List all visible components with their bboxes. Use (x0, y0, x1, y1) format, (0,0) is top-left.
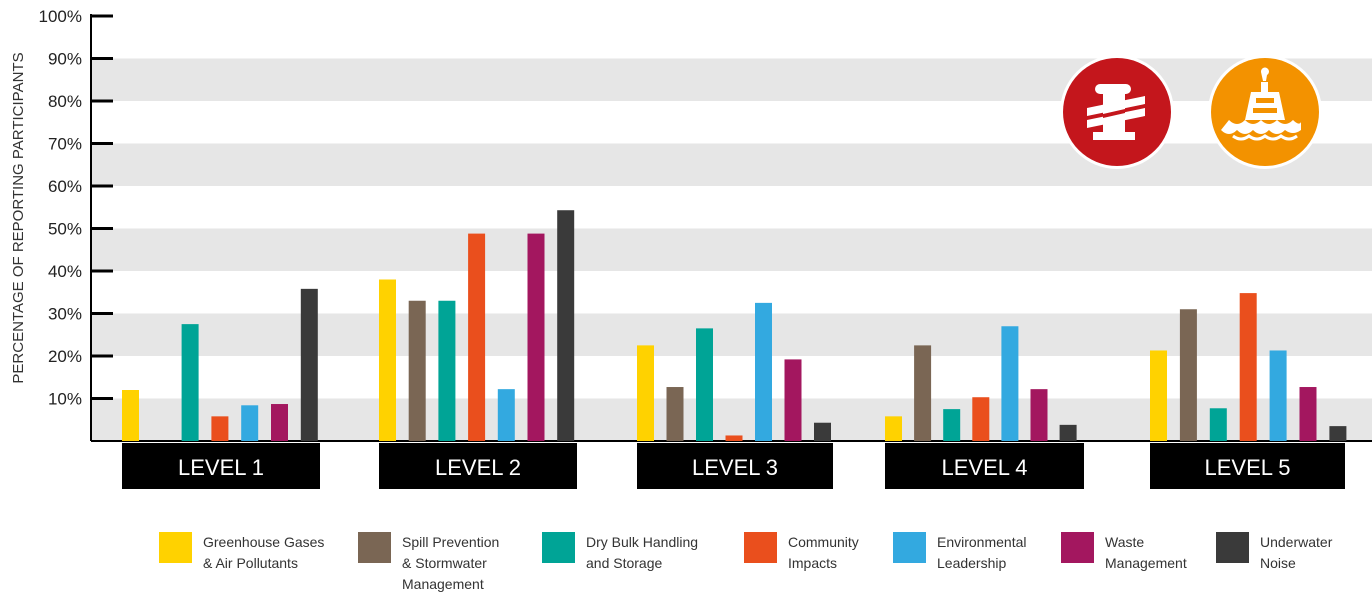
bar (1209, 408, 1227, 441)
bar-chart: 100% 90% 80% 70% 60% 50% 40% 30% 20% 10% PERCENTA… (10, 7, 1372, 489)
bar (211, 416, 229, 441)
bar (408, 300, 426, 441)
bar (1179, 309, 1197, 441)
bar (814, 422, 831, 441)
legend-swatch (1216, 532, 1249, 563)
bars (122, 210, 1347, 441)
bar (181, 324, 199, 441)
legend-item: Dry Bulk Handling and Storage (542, 532, 698, 574)
grid-band (91, 58, 1372, 101)
category-label: LEVEL 2 (435, 455, 521, 480)
buoy-icon (1208, 55, 1322, 169)
y-tick-labels: 100% 90% 80% 70% 60% 50% 40% 30% 20% 10% (39, 7, 113, 409)
category-label-box (637, 443, 833, 489)
category-label: LEVEL 1 (178, 455, 264, 480)
category-label: LEVEL 4 (941, 455, 1027, 480)
legend-item: Waste Management (1061, 532, 1187, 574)
grid-band (91, 313, 1372, 356)
bar (122, 390, 139, 441)
bar (885, 416, 902, 441)
y-tick-label: 60% (48, 177, 82, 196)
category-label-box (1150, 443, 1345, 489)
y-tick-label: 20% (48, 347, 82, 366)
legend-label: Greenhouse Gases & Air Pollutants (203, 534, 325, 571)
legend-label: Waste Management (1105, 534, 1187, 571)
legend-label: Spill Prevention & Stormwater Management (402, 534, 500, 592)
bar (271, 404, 288, 441)
legend-item: Environmental Leadership (893, 532, 1027, 574)
y-tick-label: 100% (39, 7, 82, 26)
bar (1001, 326, 1019, 441)
category-label-box (379, 443, 577, 489)
bar (300, 288, 318, 441)
bar (755, 302, 772, 441)
bar (972, 397, 990, 441)
category-label-box (122, 443, 320, 489)
y-tick-label: 90% (48, 50, 82, 69)
y-tick-label: 80% (48, 92, 82, 111)
grid-band (91, 143, 1372, 186)
bar (637, 345, 654, 441)
legend-label: Community Impacts (788, 534, 859, 571)
bar (497, 389, 515, 441)
legend-swatch (358, 532, 391, 563)
category-label-box (885, 443, 1084, 489)
legend-label: Underwater Noise (1260, 534, 1333, 571)
bar (914, 345, 932, 441)
y-axis-label: PERCENTAGE OF REPORTING PARTICIPANTS (10, 52, 27, 383)
bollard-icon (1060, 55, 1174, 169)
grid-bands (91, 58, 1372, 441)
bar (527, 233, 545, 441)
legend-label: Dry Bulk Handling and Storage (586, 534, 699, 571)
bar (1269, 350, 1287, 441)
y-tick-label: 70% (48, 135, 82, 154)
grid-band (91, 228, 1372, 271)
legend-swatch (542, 532, 575, 563)
category-label: LEVEL 5 (1204, 455, 1290, 480)
bar (557, 210, 575, 441)
bar (725, 435, 743, 441)
badges (1060, 55, 1322, 169)
legend-item: Community Impacts (744, 532, 859, 574)
legend-label: Environmental Leadership (937, 534, 1027, 571)
bar (1299, 387, 1317, 441)
bar (438, 300, 456, 441)
legend-swatch (1061, 532, 1094, 563)
legend-swatch (744, 532, 777, 563)
bar (1239, 293, 1257, 441)
legend: Greenhouse Gases & Air Pollutants Spill P… (0, 532, 1372, 592)
bar (468, 233, 486, 441)
legend-swatch (159, 532, 192, 563)
bar (1059, 424, 1077, 441)
bar (784, 359, 802, 441)
y-tick-label: 50% (48, 220, 82, 239)
legend-item: Underwater Noise (1216, 532, 1332, 574)
y-tick-label: 40% (48, 262, 82, 281)
legend-item: Spill Prevention & Stormwater Management (358, 532, 499, 595)
category-label: LEVEL 3 (692, 455, 778, 480)
y-tick-label: 30% (48, 305, 82, 324)
bar (1030, 389, 1048, 441)
bar (1329, 426, 1347, 441)
bar (666, 387, 684, 441)
bar (241, 405, 259, 441)
category-labels: LEVEL 1 LEVEL 2 LEVEL 3 LEVEL 4 LEVEL 5 (122, 443, 1345, 489)
bar (696, 328, 713, 441)
y-tick-label: 10% (48, 390, 82, 409)
legend-item: Greenhouse Gases & Air Pollutants (159, 532, 324, 574)
bar (1150, 350, 1167, 441)
bar (379, 279, 396, 441)
bar (943, 409, 961, 441)
legend-swatch (893, 532, 926, 563)
